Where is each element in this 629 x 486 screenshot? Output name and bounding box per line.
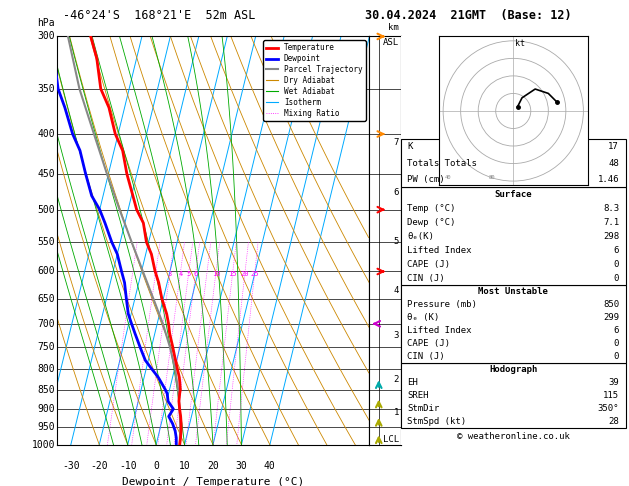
Text: 7: 7: [394, 138, 399, 147]
Text: 115: 115: [603, 391, 619, 400]
Text: 10: 10: [179, 461, 191, 471]
Text: CAPE (J): CAPE (J): [408, 339, 450, 348]
Text: 400: 400: [37, 129, 55, 139]
Text: Surface: Surface: [494, 190, 532, 199]
Text: 2: 2: [153, 272, 158, 278]
Text: 299: 299: [603, 313, 619, 322]
Text: 5: 5: [394, 238, 399, 246]
Text: 0: 0: [614, 339, 619, 348]
Text: 6: 6: [614, 246, 619, 255]
Text: 0: 0: [153, 461, 159, 471]
Text: -30: -30: [62, 461, 80, 471]
Text: Pressure (mb): Pressure (mb): [408, 300, 477, 310]
Text: 8.3: 8.3: [603, 204, 619, 213]
Text: θₑ (K): θₑ (K): [408, 313, 440, 322]
Text: 0: 0: [614, 352, 619, 361]
Text: 0: 0: [614, 260, 619, 269]
Text: 30: 30: [235, 461, 247, 471]
Bar: [401, 285, 626, 363]
Text: 800: 800: [37, 364, 55, 374]
Text: 6: 6: [194, 272, 198, 278]
Text: Dewp (°C): Dewp (°C): [408, 218, 456, 227]
Text: 850: 850: [37, 384, 55, 395]
Text: 17: 17: [608, 142, 619, 151]
Text: 2: 2: [394, 375, 399, 384]
Text: 7.1: 7.1: [603, 218, 619, 227]
Text: 39: 39: [608, 378, 619, 387]
Text: 20: 20: [241, 272, 249, 278]
Text: Dewpoint / Temperature (°C): Dewpoint / Temperature (°C): [122, 477, 304, 486]
Text: 900: 900: [37, 404, 55, 414]
Text: -46°24'S  168°21'E  52m ASL: -46°24'S 168°21'E 52m ASL: [63, 9, 255, 22]
Text: 750: 750: [37, 342, 55, 352]
Text: 40: 40: [264, 461, 276, 471]
Text: km: km: [388, 23, 399, 33]
Text: 28: 28: [608, 417, 619, 426]
Text: LCL: LCL: [383, 435, 399, 444]
Text: 700: 700: [37, 319, 55, 329]
Text: 1: 1: [394, 408, 399, 417]
Text: 0: 0: [614, 274, 619, 283]
Text: PW (cm): PW (cm): [408, 175, 445, 184]
Text: 3: 3: [394, 331, 399, 340]
Text: 600: 600: [37, 266, 55, 277]
Text: CIN (J): CIN (J): [408, 352, 445, 361]
Text: 850: 850: [603, 300, 619, 310]
Text: Lifted Index: Lifted Index: [408, 246, 472, 255]
Text: 6: 6: [614, 326, 619, 335]
Text: -10: -10: [119, 461, 136, 471]
Text: 950: 950: [37, 422, 55, 433]
Text: StmDir: StmDir: [408, 404, 440, 413]
Text: 4: 4: [179, 272, 182, 278]
Text: Lifted Index: Lifted Index: [408, 326, 472, 335]
Text: CAPE (J): CAPE (J): [408, 260, 450, 269]
Text: hPa: hPa: [37, 18, 55, 28]
Text: 650: 650: [37, 294, 55, 304]
Text: 298: 298: [603, 232, 619, 241]
Text: Temp (°C): Temp (°C): [408, 204, 456, 213]
Text: 350°: 350°: [598, 404, 619, 413]
Text: 4: 4: [394, 286, 399, 295]
Text: 10: 10: [212, 272, 220, 278]
Text: Totals Totals: Totals Totals: [408, 158, 477, 168]
Text: K: K: [408, 142, 413, 151]
Text: EH: EH: [408, 378, 418, 387]
Text: 550: 550: [37, 237, 55, 247]
Bar: [401, 363, 626, 428]
Text: StmSpd (kt): StmSpd (kt): [408, 417, 467, 426]
Bar: [401, 188, 626, 285]
Text: 48: 48: [608, 158, 619, 168]
Text: Hodograph: Hodograph: [489, 365, 537, 374]
Text: ASL: ASL: [383, 37, 399, 47]
Legend: Temperature, Dewpoint, Parcel Trajectory, Dry Adiabat, Wet Adiabat, Isotherm, Mi: Temperature, Dewpoint, Parcel Trajectory…: [264, 40, 365, 121]
Text: Most Unstable: Most Unstable: [478, 287, 548, 296]
Text: 25: 25: [250, 272, 259, 278]
Text: θₑ(K): θₑ(K): [408, 232, 434, 241]
Text: 500: 500: [37, 205, 55, 215]
Text: 450: 450: [37, 169, 55, 179]
Text: 350: 350: [37, 84, 55, 94]
Text: 30.04.2024  21GMT  (Base: 12): 30.04.2024 21GMT (Base: 12): [365, 9, 571, 22]
Text: 3: 3: [168, 272, 172, 278]
Text: © weatheronline.co.uk: © weatheronline.co.uk: [457, 432, 570, 441]
Text: 15: 15: [228, 272, 237, 278]
Text: -20: -20: [91, 461, 108, 471]
Text: 1000: 1000: [31, 440, 55, 450]
Text: 6: 6: [394, 188, 399, 197]
Text: Mixing Ratio (g/kg): Mixing Ratio (g/kg): [421, 185, 431, 296]
Text: CIN (J): CIN (J): [408, 274, 445, 283]
Text: 1.46: 1.46: [598, 175, 619, 184]
Text: 20: 20: [207, 461, 219, 471]
Bar: [401, 139, 626, 188]
Text: 300: 300: [37, 32, 55, 41]
Text: 5: 5: [187, 272, 191, 278]
Text: SREH: SREH: [408, 391, 429, 400]
